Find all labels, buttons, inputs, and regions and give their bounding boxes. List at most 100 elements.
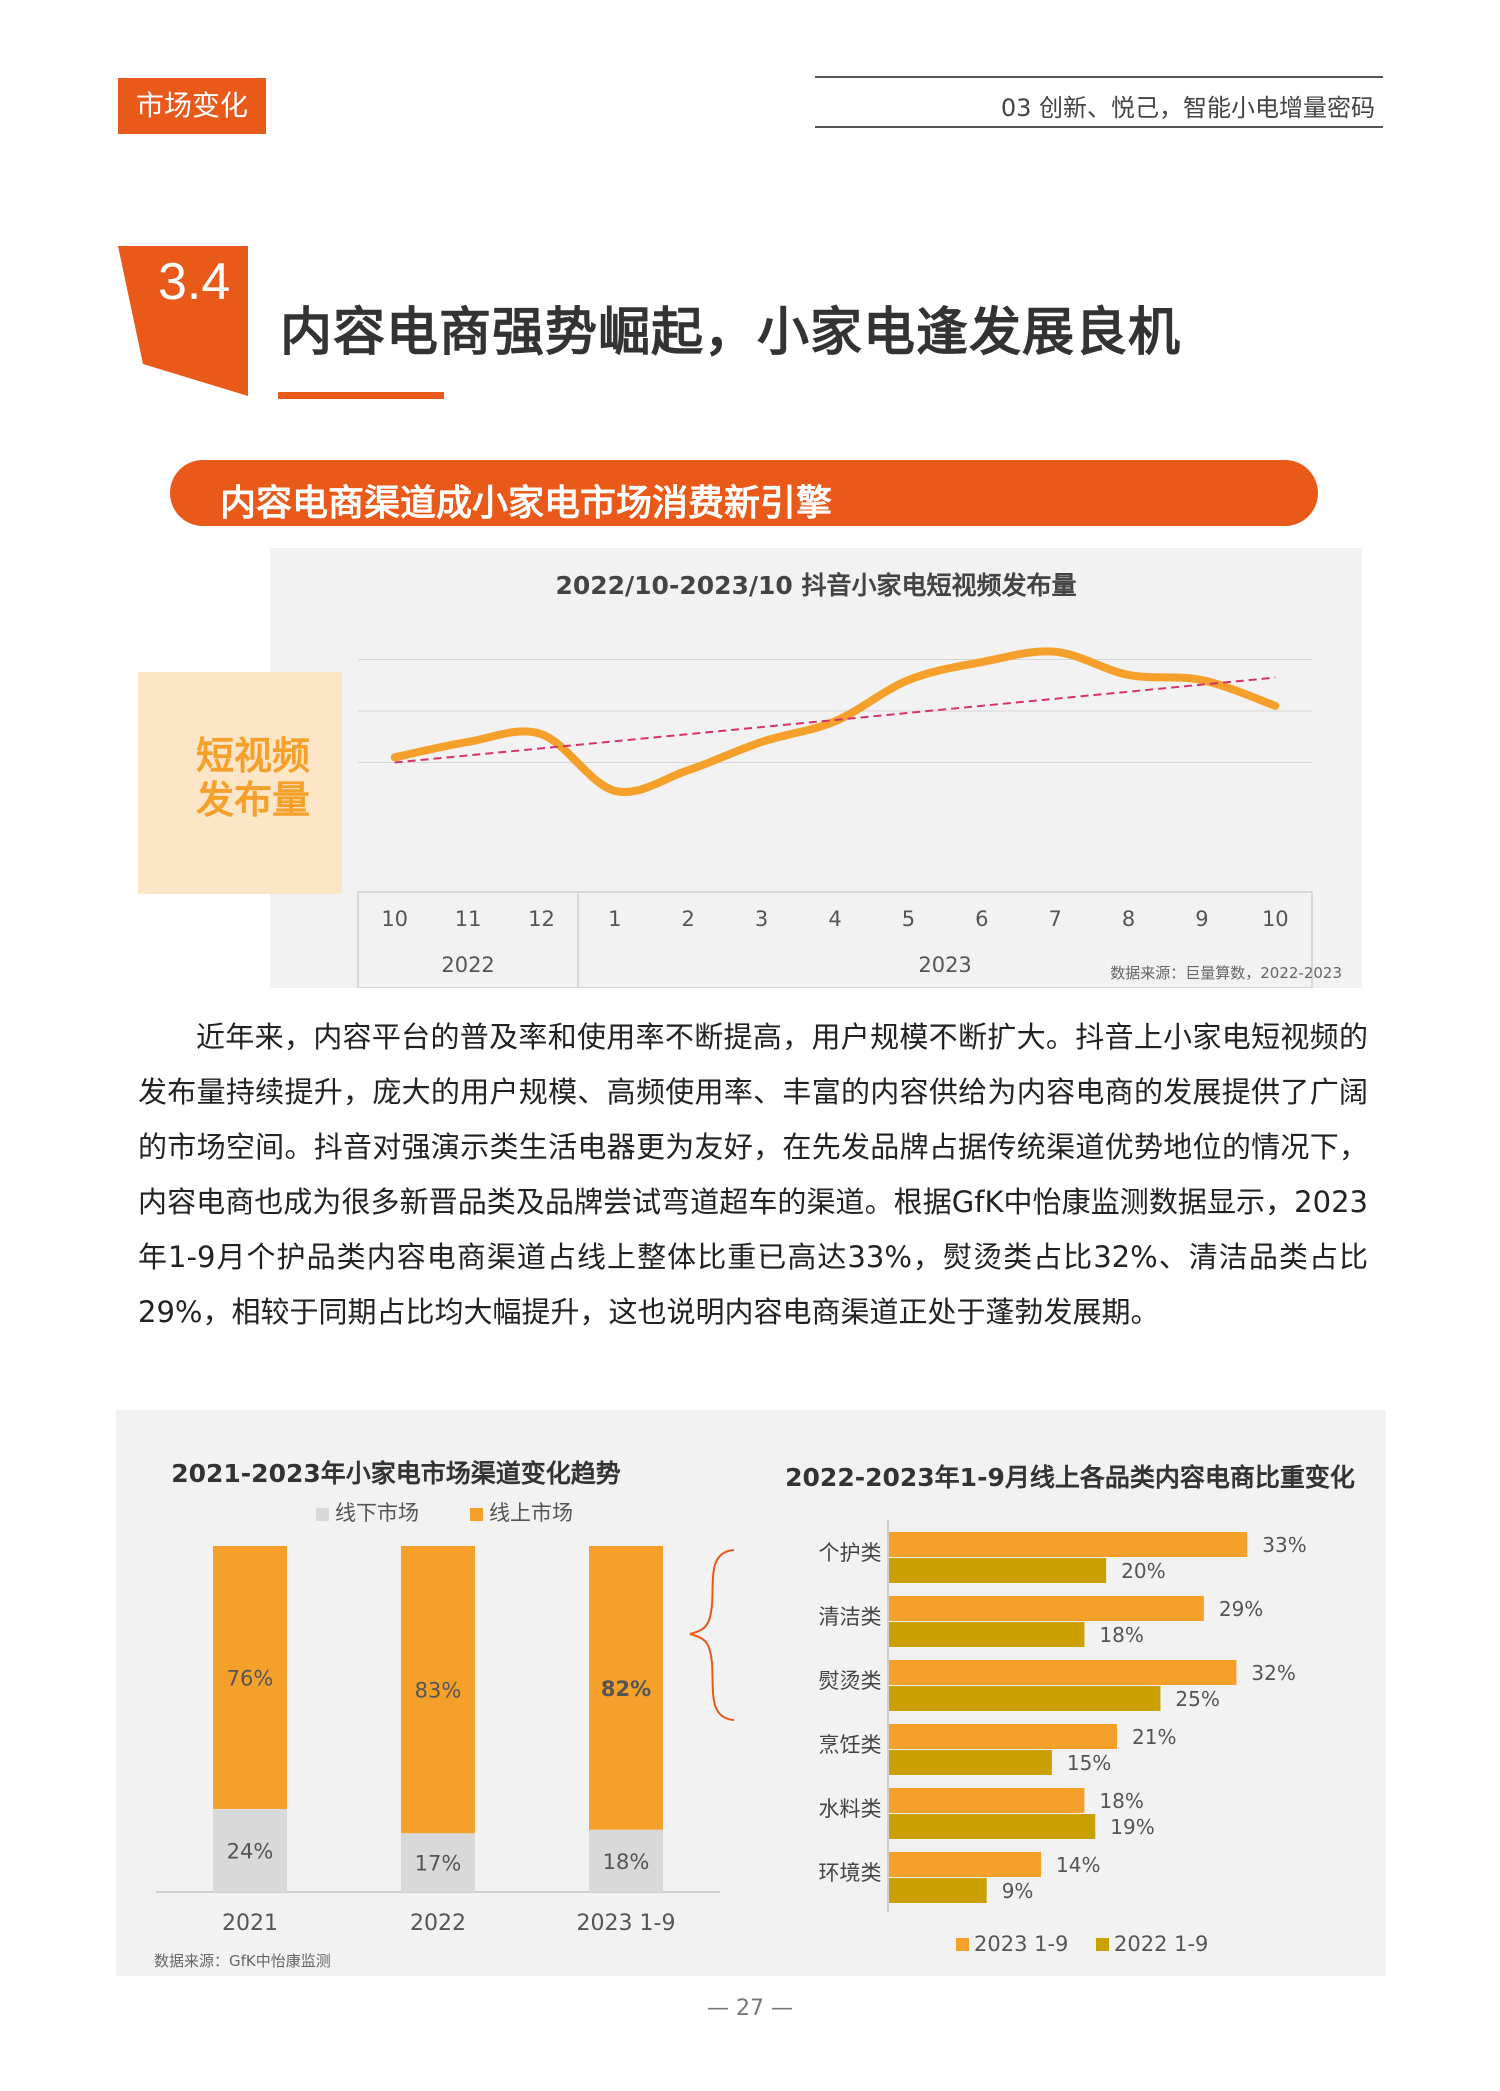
x-tick-label: 2021: [222, 1911, 278, 1936]
bar-data-label: 15%: [1067, 1751, 1111, 1775]
x-tick-label: 2: [682, 907, 695, 931]
x-tick-label: 10: [381, 907, 408, 931]
section-title: 内容电商强势崛起，小家电逢发展良机: [280, 303, 1182, 363]
year-group-label: 2022: [441, 953, 494, 977]
side-tag-line1: 短视频: [196, 734, 311, 778]
bar-data-label: 9%: [1002, 1879, 1034, 1903]
header-rule-top: [815, 76, 1383, 78]
video-chart-source: 数据来源：巨量算数，2022-2023: [1110, 964, 1342, 982]
bar-2023: [889, 1724, 1117, 1749]
legend-online-swatch: [470, 1507, 483, 1521]
bar-data-label: 25%: [1175, 1687, 1219, 1711]
bar-data-label: 18%: [603, 1850, 650, 1874]
bar-online: [589, 1546, 663, 1830]
bar-data-label: 29%: [1219, 1597, 1263, 1621]
side-tag-text: 短视频 发布量: [196, 734, 346, 822]
x-tick-label: 5: [902, 907, 915, 931]
y-category-label: 环境类: [819, 1861, 882, 1885]
channel-chart-source: 数据来源：GfK中怡康监测: [154, 1952, 331, 1970]
x-tick-label: 10: [1262, 907, 1289, 931]
chapter-title: 03 创新、悦己，智能小电增量密码: [1000, 94, 1375, 122]
bar-2022: [889, 1686, 1161, 1711]
bar-data-label: 17%: [415, 1852, 462, 1876]
year-group-label: 2023: [918, 953, 971, 977]
bar-2022: [889, 1558, 1107, 1583]
y-category-label: 烹饪类: [819, 1733, 882, 1757]
y-category-label: 个护类: [819, 1541, 882, 1565]
x-tick-label: 8: [1122, 907, 1135, 931]
y-category-label: 清洁类: [819, 1605, 882, 1629]
bar-data-label: 24%: [227, 1839, 274, 1863]
trend-line: [394, 676, 1276, 764]
legend-label: 2022 1-9: [1114, 1932, 1208, 1956]
bar-2023: [889, 1852, 1041, 1877]
bar-online: [213, 1546, 287, 1809]
section-number: 3.4: [158, 253, 231, 311]
channel-stacked-chart: 24% 76% 2021 17% 83% 2022 18% 82% 2023 1-9: [156, 1546, 735, 1936]
legend-label: 2023 1-9: [974, 1932, 1068, 1956]
y-category-label: 熨烫类: [819, 1669, 882, 1693]
subsection-banner-text: 内容电商渠道成小家电市场消费新引擎: [220, 483, 833, 524]
bar-2023: [889, 1660, 1237, 1685]
bottom-charts-panel: [116, 1410, 1386, 1976]
page-number: — 27 —: [707, 1996, 793, 2021]
bar-2023: [889, 1596, 1204, 1621]
x-tick-label: 3: [755, 907, 768, 931]
x-tick-label: 2023 1-9: [577, 1911, 676, 1936]
bar-data-label: 20%: [1121, 1559, 1165, 1583]
body-paragraph: 近年来，内容平台的普及率和使用率不断提高，用户规模不断扩大。抖音上小家电短视频的…: [138, 1020, 1368, 1329]
bar-offline: [401, 1833, 475, 1892]
legend-swatch: [956, 1938, 969, 1951]
side-tag-line2: 发布量: [196, 778, 311, 822]
x-tick-label: 6: [975, 907, 988, 931]
bar-2023: [889, 1532, 1248, 1557]
x-tick-label: 11: [455, 907, 482, 931]
y-category-label: 水料类: [819, 1797, 882, 1821]
x-tick-label: 2022: [410, 1911, 466, 1936]
x-tick-label: 4: [828, 907, 841, 931]
bar-online: [401, 1546, 475, 1834]
video-chart-panel: [270, 548, 1362, 988]
bar-2022: [889, 1878, 987, 1903]
series-line-video-volume: [390, 647, 1280, 796]
bar-data-label: 76%: [227, 1666, 274, 1690]
bar-data-label: 32%: [1251, 1661, 1295, 1685]
legend-swatch: [1096, 1938, 1109, 1951]
legend-offline-label: 线下市场: [335, 1501, 419, 1525]
bar-2022: [889, 1622, 1085, 1647]
bar-2022: [889, 1750, 1052, 1775]
x-tick-label: 1: [608, 907, 621, 931]
bar-data-label: 14%: [1056, 1853, 1100, 1877]
bar-offline: [589, 1829, 663, 1892]
channel-chart-title: 2021-2023年小家电市场渠道变化趋势: [171, 1459, 621, 1488]
axis-table-frame: [357, 891, 1313, 988]
brace-connector: [689, 1549, 735, 1721]
x-tick-label: 12: [528, 907, 555, 931]
bar-data-label: 18%: [1099, 1789, 1143, 1813]
section-tag: 市场变化: [118, 78, 266, 134]
bar-2023: [889, 1788, 1085, 1813]
bar-data-label: 19%: [1110, 1815, 1154, 1839]
bar-2022: [889, 1814, 1096, 1839]
x-tick-label: 7: [1048, 907, 1061, 931]
legend-offline: 线下市场: [316, 1497, 419, 1527]
legend-online: 线上市场: [470, 1497, 573, 1527]
section-title-underline: [278, 392, 444, 399]
bar-data-label: 82%: [601, 1677, 651, 1701]
category-chart-title: 2022-2023年1-9月线上各品类内容电商比重变化: [785, 1463, 1355, 1492]
side-tag-box: [138, 672, 342, 894]
bar-data-label: 21%: [1132, 1725, 1176, 1749]
x-tick-label: 9: [1195, 907, 1208, 931]
bar-data-label: 33%: [1262, 1533, 1306, 1557]
video-chart-title: 2022/10-2023/10 抖音小家电短视频发布量: [555, 571, 1077, 600]
bar-offline: [213, 1808, 287, 1892]
section-number-shape: [118, 246, 248, 396]
legend-online-label: 线上市场: [489, 1501, 573, 1525]
category-bar-chart: 个护类 33% 20% 清洁类 29% 18% 熨烫类 32% 25% 烹饪类 21% 15% 水料类 1…: [819, 1520, 1307, 1956]
bar-data-label: 18%: [1099, 1623, 1143, 1647]
legend-offline-swatch: [316, 1507, 329, 1521]
header-rule-bottom: [815, 126, 1383, 128]
subsection-banner: [170, 460, 1318, 526]
bar-data-label: 83%: [415, 1679, 462, 1703]
